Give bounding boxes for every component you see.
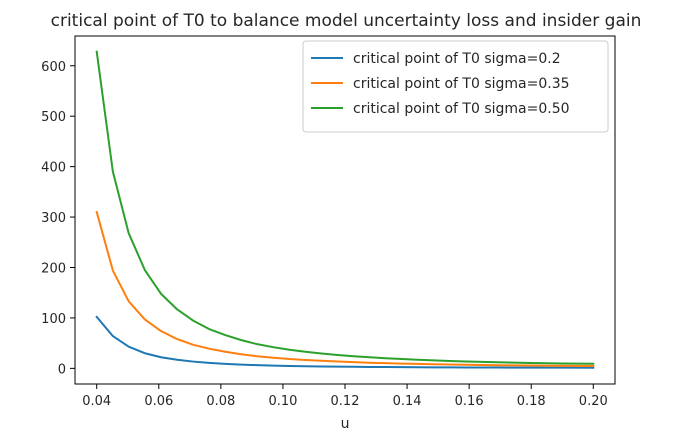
legend-label-2: critical point of T0 sigma=0.35 [353,76,570,92]
y-tick-label: 200 [41,261,66,276]
y-tick-label: 300 [41,211,66,226]
y-tick-label: 0 [58,362,66,377]
y-tick-label: 400 [41,161,66,176]
x-tick-label: 0.18 [517,394,546,409]
chart-title: critical point of T0 to balance model un… [51,11,642,31]
plot-lines [95,50,595,369]
y-tick-label: 100 [41,312,66,327]
x-tick-label: 0.06 [144,394,173,409]
x-tick-label: 0.10 [268,394,297,409]
legend-label-1: critical point of T0 sigma=0.2 [353,51,561,67]
x-tick-label: 0.14 [393,394,422,409]
legend-box [302,40,609,133]
x-tick-label: 0.12 [331,394,360,409]
legend-label-3: critical point of T0 sigma=0.50 [353,101,570,117]
x-axis-label: u [341,416,350,432]
x-tick-label: 0.08 [206,394,235,409]
series-line-2 [95,210,595,367]
y-tick-label: 500 [41,110,66,125]
x-tick-label: 0.16 [455,394,484,409]
series-line-3 [95,50,595,365]
legend: critical point of T0 sigma=0.2 critical p… [302,40,609,133]
y-tick-label: 600 [41,60,66,75]
x-axis: 0.04 0.06 0.08 0.10 0.12 0.14 0.16 0.18 0.20 [82,384,608,409]
x-tick-label: 0.20 [579,394,608,409]
y-axis: 0 100 200 300 400 500 600 [41,60,75,377]
x-tick-label: 0.04 [82,394,111,409]
series-line-1 [95,315,595,369]
